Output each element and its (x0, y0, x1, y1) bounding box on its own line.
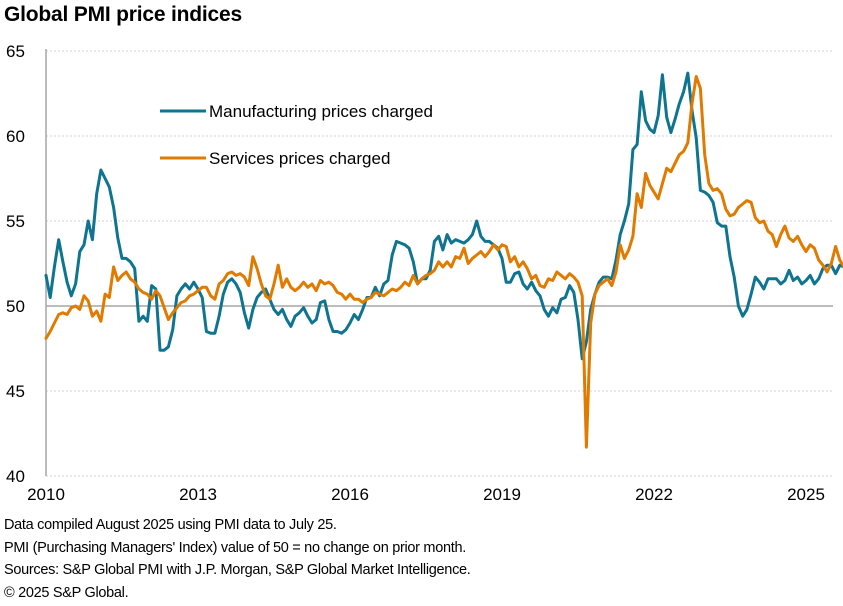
legend: Manufacturing prices charged Services pri… (160, 102, 433, 168)
x-tick-label: 2022 (635, 485, 673, 504)
line-chart: 40 45 50 55 60 65 2010 2013 2016 2019 2022 2025 Man… (6, 42, 843, 504)
chart-title: Global PMI price indices (4, 3, 242, 26)
x-tick-label: 2010 (27, 485, 65, 504)
footnotes: Data compiled August 2025 using PMI data… (4, 514, 471, 604)
axes: 40 45 50 55 60 65 2010 2013 2016 2019 2022 2025 (6, 42, 825, 504)
footnote-pmi-definition: PMI (Purchasing Managers' Index) value o… (4, 539, 466, 556)
footnote-data-compiled: Data compiled August 2025 using PMI data… (4, 517, 337, 533)
series-line-services (44, 75, 843, 449)
x-tick-label: 2016 (331, 485, 369, 504)
y-tick-label: 65 (6, 42, 25, 61)
legend-label-manufacturing: Manufacturing prices charged (209, 102, 433, 121)
legend-label-services: Services prices charged (209, 149, 390, 168)
y-tick-label: 45 (6, 382, 25, 401)
y-tick-label: 50 (6, 297, 25, 316)
y-tick-label: 60 (6, 127, 25, 146)
x-tick-label: 2019 (483, 485, 521, 504)
footnote-copyright: © 2025 S&P Global. (4, 584, 129, 601)
x-tick-label: 2025 (787, 485, 825, 504)
footnote-sources: Sources: S&P Global PMI with J.P. Morgan… (4, 562, 471, 578)
series-lines (44, 71, 843, 449)
y-tick-label: 55 (6, 212, 25, 231)
y-tick-label: 40 (6, 467, 25, 486)
x-tick-label: 2013 (179, 485, 217, 504)
series-line-manufacturing (44, 71, 843, 361)
